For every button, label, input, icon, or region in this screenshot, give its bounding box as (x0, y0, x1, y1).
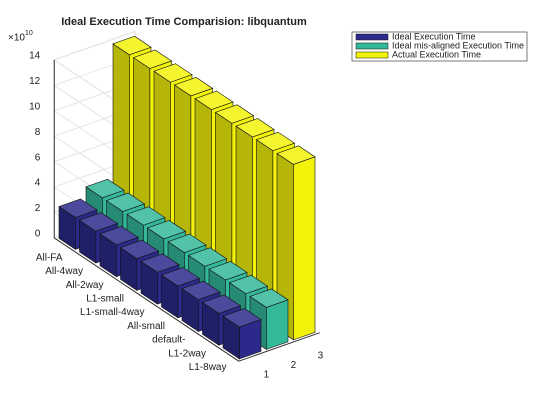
bar-top (112, 35, 152, 56)
bar-top (132, 49, 173, 69)
category-label: L1-2way (168, 348, 206, 359)
axis-line (238, 332, 320, 362)
axis-multiplier: ×10 (8, 33, 25, 44)
bar-top (78, 212, 119, 232)
bar-top (126, 206, 166, 226)
bar-top (235, 118, 275, 138)
axis-line (53, 237, 240, 362)
bar-top (173, 77, 214, 97)
legend-swatch (355, 51, 389, 59)
legend-text: Ideal Execution Time (392, 31, 476, 41)
category-label: All-4way (45, 266, 83, 277)
category-label: All-FA (36, 252, 63, 263)
bar (222, 308, 262, 360)
category-label: L1-small-4way (80, 307, 144, 318)
category-label: All-small (127, 321, 165, 332)
bar-top (160, 267, 201, 287)
z-tick-label: 2 (35, 203, 41, 214)
category-label: L1-small (86, 293, 124, 304)
z-tick-label: 0 (35, 229, 41, 240)
category-label: default- (152, 335, 185, 346)
bar-top (276, 145, 316, 165)
bar-top (105, 192, 146, 212)
z-tick-label: 8 (35, 127, 41, 138)
bar-top (119, 239, 160, 259)
z-tick-label: 10 (29, 101, 41, 112)
series-tick-label: 2 (291, 360, 297, 371)
bar-top (181, 280, 221, 301)
bar-top (99, 226, 139, 246)
legend-swatch (355, 33, 389, 41)
category-label: L1-8way (189, 362, 227, 373)
bar-top (222, 308, 262, 328)
bar-top (214, 104, 255, 124)
bar-front (293, 156, 316, 341)
axis-multiplier-exponent: 10 (25, 30, 33, 37)
series-tick-label: 3 (318, 351, 324, 362)
bar-top (146, 220, 187, 240)
bar-top (228, 274, 269, 295)
z-tick-label: 6 (35, 152, 41, 163)
bar-top (208, 261, 248, 281)
z-tick-label: 14 (29, 51, 41, 62)
legend-text: Ideal mis-aligned Execution Time (392, 40, 524, 50)
category-label: All-2way (66, 280, 104, 291)
bar-top (153, 63, 193, 83)
bar-top (201, 294, 242, 314)
z-tick-label: 12 (29, 76, 41, 87)
series-tick-label: 1 (264, 370, 270, 381)
bar-top (140, 253, 180, 273)
bar-top (85, 178, 125, 199)
bar-top (249, 288, 289, 308)
bar-top (255, 131, 296, 152)
bar-top (58, 198, 98, 218)
z-tick-label: 4 (35, 178, 41, 189)
legend-text: Actual Execution Time (392, 49, 481, 59)
bar-front (266, 299, 289, 350)
chart-title: Ideal Execution Time Comparision: libqua… (61, 16, 307, 28)
bar-top (167, 233, 207, 253)
legend-swatch (355, 42, 389, 50)
bar (276, 145, 316, 341)
bar-top (194, 90, 234, 110)
bar-top (187, 247, 228, 267)
